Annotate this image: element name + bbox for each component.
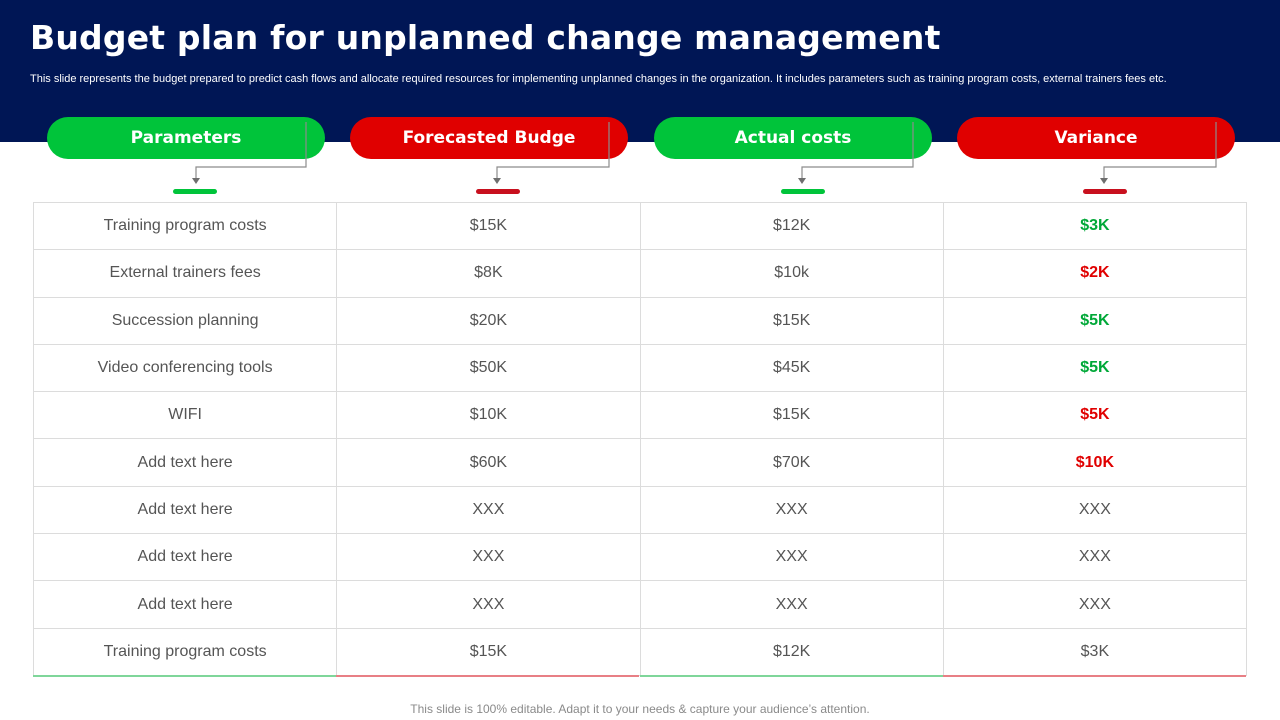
- cell-actual-costs: XXX: [639, 580, 944, 629]
- column-header-parameters: Parameters: [47, 117, 325, 159]
- column-header-forecasted-budget: Forecasted Budge: [350, 117, 628, 159]
- cell-forecasted-budget: $20K: [336, 296, 641, 345]
- cell-variance: XXX: [942, 580, 1248, 629]
- accent-bar-variance: [1083, 189, 1127, 194]
- table-row: External trainers fees $8K $10k $2K: [32, 249, 1248, 298]
- cell-parameter: Training program costs: [32, 201, 338, 251]
- slide-description: This slide represents the budget prepare…: [30, 73, 1167, 85]
- cell-parameter: Add text here: [32, 485, 338, 535]
- cell-forecasted-budget: XXX: [336, 533, 641, 582]
- cell-parameter: Add text here: [32, 438, 338, 487]
- cell-forecasted-budget: XXX: [336, 580, 641, 629]
- table-row: Succession planning $20K $15K $5K: [32, 296, 1248, 345]
- table-row: WIFI $10K $15K $5K: [32, 391, 1248, 440]
- table-row: Add text here XXX XXX XXX: [32, 580, 1248, 629]
- slide-title: Budget plan for unplanned change managem…: [30, 18, 941, 57]
- connector-arrow-parameters: [195, 122, 307, 180]
- cell-forecasted-budget: $8K: [336, 249, 641, 298]
- table-bottom-accent-green-1: [33, 675, 336, 677]
- cell-variance: $3K: [942, 627, 1248, 676]
- cell-forecasted-budget: $50K: [336, 343, 641, 393]
- cell-actual-costs: XXX: [639, 533, 944, 582]
- cell-parameter: Add text here: [32, 580, 338, 629]
- cell-actual-costs: $10k: [639, 249, 944, 298]
- cell-variance: XXX: [942, 485, 1248, 535]
- header-connector-arrows: [192, 122, 1217, 184]
- cell-parameter: External trainers fees: [32, 249, 338, 298]
- cell-variance: XXX: [942, 533, 1248, 582]
- connector-arrow-variance: [1103, 122, 1217, 180]
- cell-variance: $10K: [942, 438, 1248, 487]
- table-row: Add text here $60K $70K $10K: [32, 438, 1248, 487]
- cell-forecasted-budget: $10K: [336, 391, 641, 440]
- table-row: Training program costs $15K $12K $3K: [32, 201, 1248, 251]
- cell-actual-costs: XXX: [639, 485, 944, 535]
- column-header-actual-costs: Actual costs: [654, 117, 932, 159]
- cell-actual-costs: $70K: [639, 438, 944, 487]
- slide-footer-note: This slide is 100% editable. Adapt it to…: [410, 702, 870, 716]
- accent-bar-actual: [781, 189, 825, 194]
- accent-bar-forecast: [476, 189, 520, 194]
- cell-variance: $5K: [942, 296, 1248, 345]
- connector-arrow-actual: [801, 122, 914, 180]
- cell-actual-costs: $15K: [639, 296, 944, 345]
- cell-variance: $5K: [942, 343, 1248, 393]
- cell-parameter: WIFI: [32, 391, 338, 440]
- cell-parameter: Video conferencing tools: [32, 343, 338, 393]
- cell-forecasted-budget: $15K: [336, 627, 641, 676]
- table-bottom-accent-red-1: [336, 675, 639, 677]
- table-bottom-accent-green-2: [640, 675, 943, 677]
- table-bottom-accent-red-2: [943, 675, 1246, 677]
- cell-variance: $5K: [942, 391, 1248, 440]
- cell-actual-costs: $12K: [639, 627, 944, 676]
- budget-table: Training program costs $15K $12K $3K Externa…: [32, 201, 1248, 676]
- cell-actual-costs: $12K: [639, 201, 944, 251]
- cell-forecasted-budget: $15K: [336, 201, 641, 251]
- table-row: Training program costs $15K $12K $3K: [32, 627, 1248, 676]
- accent-bar-parameters: [173, 189, 217, 194]
- cell-variance: $2K: [942, 249, 1248, 298]
- table-row: Add text here XXX XXX XXX: [32, 485, 1248, 535]
- table-row: Video conferencing tools $50K $45K $5K: [32, 343, 1248, 393]
- cell-parameter: Training program costs: [32, 627, 338, 676]
- cell-forecasted-budget: $60K: [336, 438, 641, 487]
- table-row: Add text here XXX XXX XXX: [32, 533, 1248, 582]
- cell-actual-costs: $15K: [639, 391, 944, 440]
- cell-actual-costs: $45K: [639, 343, 944, 393]
- cell-variance: $3K: [942, 201, 1248, 251]
- column-header-variance: Variance: [957, 117, 1235, 159]
- cell-parameter: Succession planning: [32, 296, 338, 345]
- cell-parameter: Add text here: [32, 533, 338, 582]
- connector-arrow-forecast: [496, 122, 610, 180]
- cell-forecasted-budget: XXX: [336, 485, 641, 535]
